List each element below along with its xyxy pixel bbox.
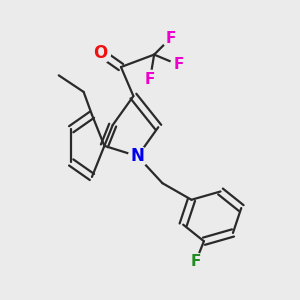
Text: F: F: [174, 58, 184, 73]
Text: O: O: [93, 44, 107, 62]
Text: F: F: [166, 31, 176, 46]
Text: F: F: [145, 72, 155, 87]
Text: N: N: [130, 147, 145, 165]
Text: F: F: [190, 254, 201, 269]
